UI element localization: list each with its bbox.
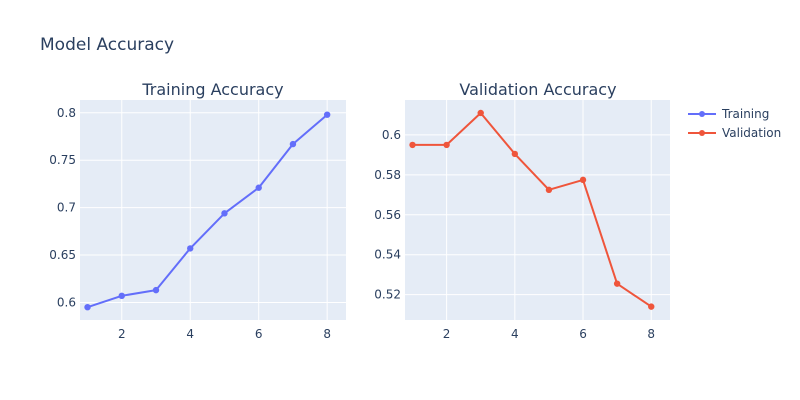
figure-title: Model Accuracy <box>40 35 174 55</box>
x-tick-label: 4 <box>186 327 194 341</box>
data-point-training[interactable] <box>84 303 91 311</box>
series-line-validation <box>412 112 652 308</box>
y-tick-label: 0.7 <box>57 201 76 215</box>
legend-marker-validation <box>699 130 705 136</box>
x-tick-label: 2 <box>443 327 451 341</box>
series-line-training <box>87 113 328 309</box>
y-tick-label: 0.54 <box>374 248 401 262</box>
data-point-validation[interactable] <box>613 280 621 287</box>
y-tick-label: 0.6 <box>57 295 76 309</box>
y-tick-label: 0.8 <box>57 106 76 120</box>
validation-accuracy-subplot: Validation Accuracy 2 4 6 8 0.52 0.54 0.56 0.58… <box>374 80 670 341</box>
x-tick-label: 8 <box>647 327 655 341</box>
legend-label-validation: Validation <box>722 126 781 140</box>
x-tick-label: 4 <box>511 327 519 341</box>
training-accuracy-subplot: Training Accuracy 2 4 6 8 0.6 0.65 0.7 0.75 0.8 <box>49 80 346 341</box>
data-point-training[interactable] <box>289 140 297 148</box>
data-point-training[interactable] <box>152 286 160 294</box>
plot-area-validation <box>405 100 670 320</box>
legend-item-training[interactable]: Training <box>688 107 769 121</box>
x-tick-label: 8 <box>323 327 331 341</box>
data-point-validation[interactable] <box>477 109 484 117</box>
legend: Training Validation <box>688 107 781 140</box>
legend-marker-training <box>699 111 705 117</box>
x-tick-label: 2 <box>118 327 126 341</box>
data-point-training[interactable] <box>118 292 125 300</box>
y-tick-label: 0.6 <box>382 128 401 142</box>
data-point-validation[interactable] <box>409 141 416 149</box>
subplot-title-training: Training Accuracy <box>141 80 283 99</box>
data-point-training[interactable] <box>221 210 228 217</box>
y-tick-label: 0.52 <box>374 288 401 302</box>
legend-label-training: Training <box>721 107 769 121</box>
y-tick-label: 0.56 <box>374 208 401 222</box>
subplot-title-validation: Validation Accuracy <box>459 80 616 99</box>
y-tick-label: 0.75 <box>49 153 76 167</box>
data-point-validation[interactable] <box>579 176 587 184</box>
data-point-training[interactable] <box>323 111 331 118</box>
data-point-validation[interactable] <box>443 141 450 149</box>
y-tick-label: 0.58 <box>374 168 401 182</box>
data-point-training[interactable] <box>255 184 262 191</box>
legend-item-validation[interactable]: Validation <box>688 126 781 140</box>
data-point-validation[interactable] <box>545 186 553 194</box>
data-point-validation[interactable] <box>648 303 655 310</box>
y-tick-label: 0.65 <box>49 248 76 262</box>
x-tick-label: 6 <box>579 327 587 341</box>
data-point-validation[interactable] <box>511 150 519 158</box>
x-tick-label: 6 <box>255 327 263 341</box>
data-point-training[interactable] <box>187 245 194 252</box>
